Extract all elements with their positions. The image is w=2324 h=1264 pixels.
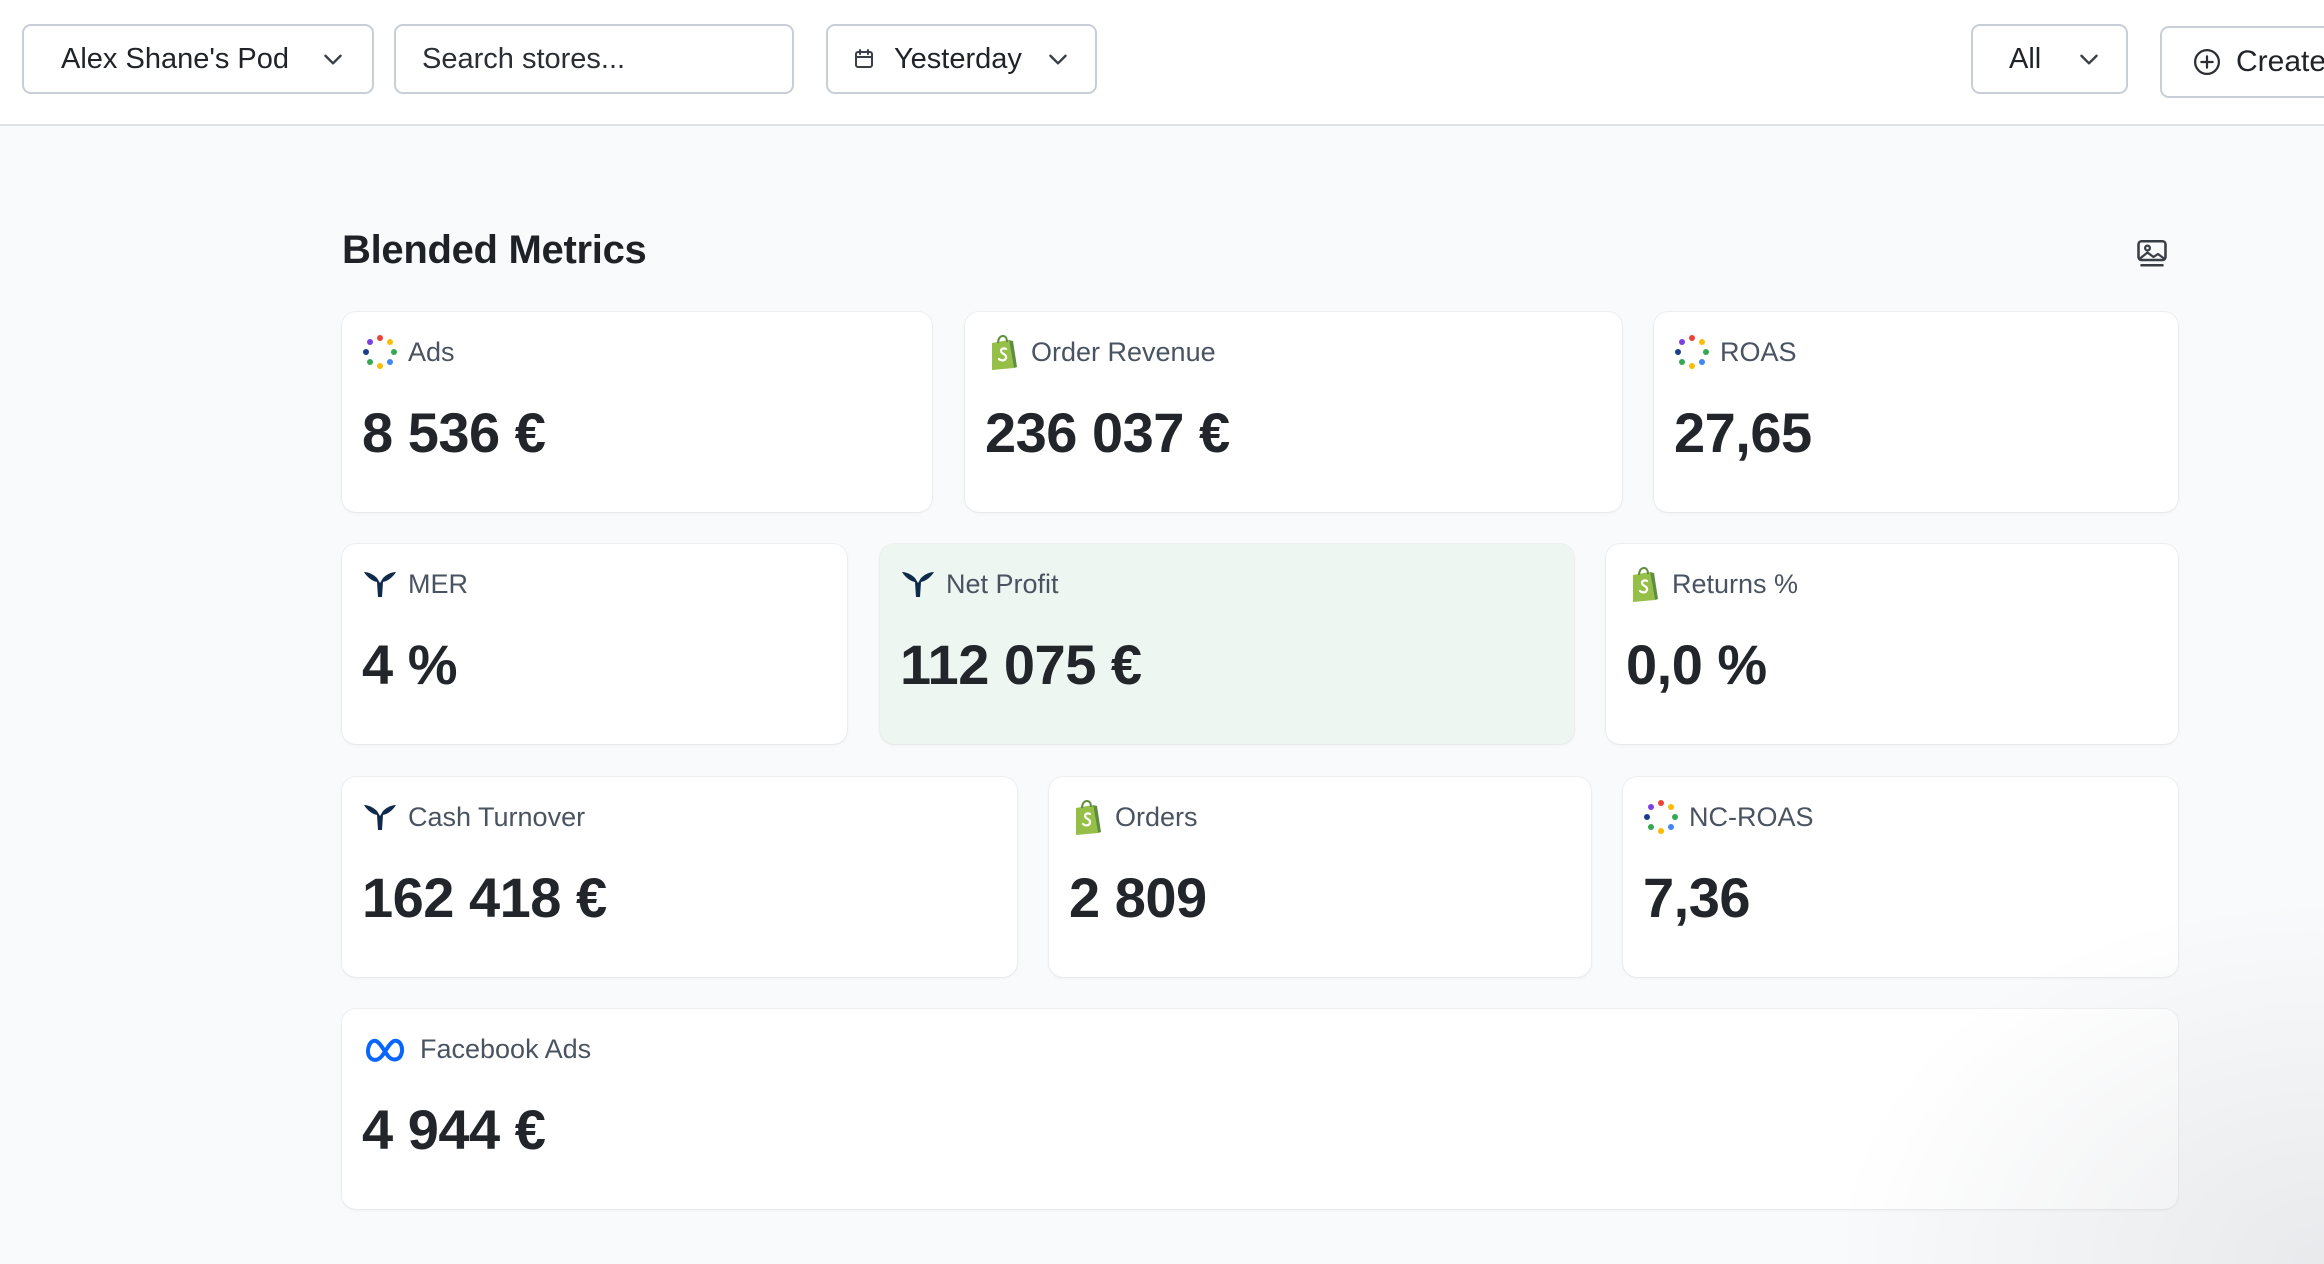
metric-card-ads[interactable]: Ads 8 536 € — [342, 312, 932, 512]
metric-card-orders[interactable]: Orders 2 809 — [1049, 777, 1591, 977]
date-range-picker[interactable]: Yesterday — [826, 24, 1097, 94]
metric-card-header: Order Revenue — [985, 334, 1216, 370]
chevron-down-icon — [1045, 46, 1071, 72]
metric-card-header: Ads — [362, 334, 455, 370]
shopify-icon — [1069, 799, 1105, 835]
metric-card-header: MER — [362, 566, 468, 602]
image-gallery-icon[interactable] — [2134, 236, 2170, 272]
search-stores-input[interactable]: Search stores... — [394, 24, 794, 94]
filter-select[interactable]: All — [1971, 24, 2128, 94]
metric-value: 162 418 € — [362, 866, 607, 929]
metric-card-header: ROAS — [1674, 334, 1797, 370]
shopify-icon — [1626, 566, 1662, 602]
metric-value: 27,65 — [1674, 401, 1812, 464]
metric-value: 112 075 € — [900, 633, 1142, 696]
top-toolbar: Alex Shane's Pod Search stores... Yester… — [0, 0, 2324, 126]
metric-card-roas[interactable]: ROAS 27,65 — [1654, 312, 2178, 512]
metric-value: 236 037 € — [985, 401, 1230, 464]
create-button-label: Create — [2236, 45, 2324, 78]
metric-label: Cash Turnover — [408, 801, 586, 832]
metric-label: Order Revenue — [1031, 336, 1216, 367]
chevron-down-icon — [2076, 46, 2102, 72]
metric-label: Net Profit — [946, 568, 1059, 599]
metric-card-header: Cash Turnover — [362, 799, 585, 835]
pod-selector-label: Alex Shane's Pod — [61, 42, 290, 75]
dots-icon — [362, 334, 398, 370]
metric-value: 4 944 € — [362, 1098, 546, 1161]
date-range-label: Yesterday — [894, 42, 1022, 75]
metric-card-header: Net Profit — [900, 566, 1059, 602]
chevron-down-icon — [320, 46, 346, 72]
dots-icon — [1674, 334, 1710, 370]
triple-whale-icon — [362, 566, 398, 602]
metric-card-returns[interactable]: Returns % 0,0 % — [1606, 544, 2178, 744]
metric-value: 8 536 € — [362, 401, 546, 464]
metric-label: Facebook Ads — [420, 1033, 592, 1064]
metric-card-net-profit[interactable]: Net Profit 112 075 € — [880, 544, 1574, 744]
calendar-icon — [852, 47, 876, 71]
metric-value: 2 809 — [1069, 866, 1207, 929]
section-title: Blended Metrics — [342, 228, 647, 272]
metric-card-mer[interactable]: MER 4 % — [342, 544, 847, 744]
metric-card-header: Returns % — [1626, 566, 1798, 602]
triple-whale-icon — [900, 566, 936, 602]
metric-card-facebook-ads[interactable]: Facebook Ads 4 944 € — [342, 1009, 2178, 1209]
metric-value: 4 % — [362, 633, 458, 696]
metric-card-header: Facebook Ads — [362, 1031, 591, 1067]
metric-label: Orders — [1115, 801, 1198, 832]
metric-card-order-revenue[interactable]: Order Revenue 236 037 € — [965, 312, 1622, 512]
meta-icon — [362, 1031, 410, 1067]
triple-whale-icon — [362, 799, 398, 835]
metric-card-nc-roas[interactable]: NC-ROAS 7,36 — [1623, 777, 2178, 977]
metric-label: NC-ROAS — [1689, 801, 1814, 832]
metric-value: 0,0 % — [1626, 633, 1767, 696]
metric-value: 7,36 — [1643, 866, 1751, 929]
metric-label: Returns % — [1672, 568, 1799, 599]
metric-card-header: NC-ROAS — [1643, 799, 1814, 835]
pod-selector[interactable]: Alex Shane's Pod — [22, 24, 374, 94]
shopify-icon — [985, 334, 1021, 370]
create-button[interactable]: Create — [2160, 26, 2324, 98]
plus-circle-icon — [2192, 47, 2222, 77]
search-placeholder: Search stores... — [422, 42, 626, 75]
metric-label: ROAS — [1720, 336, 1797, 367]
filter-select-label: All — [2009, 42, 2042, 75]
metric-card-header: Orders — [1069, 799, 1198, 835]
dots-icon — [1643, 799, 1679, 835]
metric-card-cash-turnover[interactable]: Cash Turnover 162 418 € — [342, 777, 1017, 977]
metric-label: Ads — [408, 336, 455, 367]
metric-label: MER — [408, 568, 468, 599]
